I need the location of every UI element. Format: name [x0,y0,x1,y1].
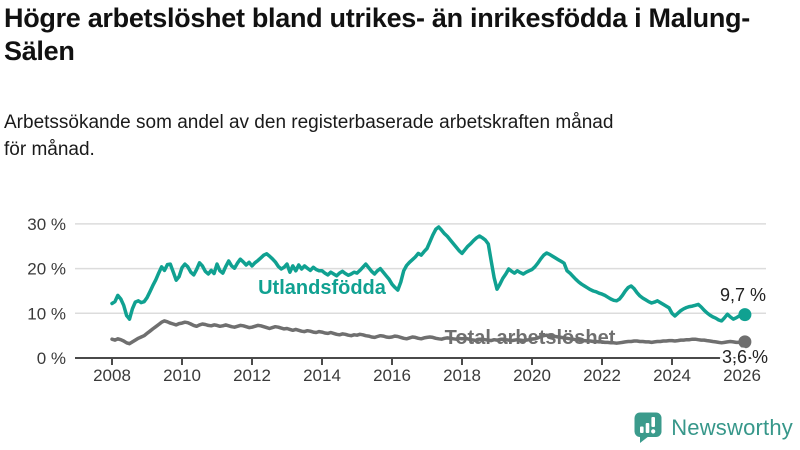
x-tick-label: 2020 [513,366,551,385]
x-tick-label: 2022 [583,366,621,385]
newsworthy-credit[interactable]: Newsworthy [633,411,793,444]
series-label-utlandsfodda: Utlandsfödda [258,277,387,299]
x-tick-label: 2012 [233,366,271,385]
series-end-dot-utlandsfodda [738,308,752,322]
x-tick-label: 2024 [653,366,691,385]
series-label-total: Total arbetslöshet [445,327,616,349]
x-tick-label: 2018 [443,366,481,385]
series-end-dot-total [738,335,752,349]
chart-canvas: 0 % 10 % 20 % 30 % 2008 2010 2012 2014 2016 2018 2… [27,215,770,385]
y-tick-label: 20 % [27,260,66,279]
chart-header: Högre arbetslöshet bland utrikes- än inr… [4,2,796,164]
x-tick-label: 2016 [373,366,411,385]
y-tick-label: 0 % [37,349,66,368]
series-line-utlandsfodda [110,225,747,323]
newsworthy-logo-icon [634,412,662,443]
chart-subtitle: Arbetssökande som andel av den registerb… [4,111,614,161]
page-title: Högre arbetslöshet bland utrikes- än inr… [4,3,750,67]
line-chart: 0 % 10 % 20 % 30 % 2008 2010 2012 2014 2016 2018 2… [0,200,800,405]
y-tick-label: 10 % [27,304,66,323]
newsworthy-wordmark: Newsworthy [671,414,793,440]
value-label-utlandsfodda: 9,7 % [720,285,766,305]
series-line-total [110,319,747,346]
x-tick-label: 2010 [163,366,201,385]
x-tick-label: 2008 [93,366,131,385]
y-tick-label: 30 % [27,215,66,234]
value-label-total: 3,6 % [722,347,768,367]
x-tick-label: 2026 [723,366,761,385]
x-tick-label: 2014 [303,366,341,385]
